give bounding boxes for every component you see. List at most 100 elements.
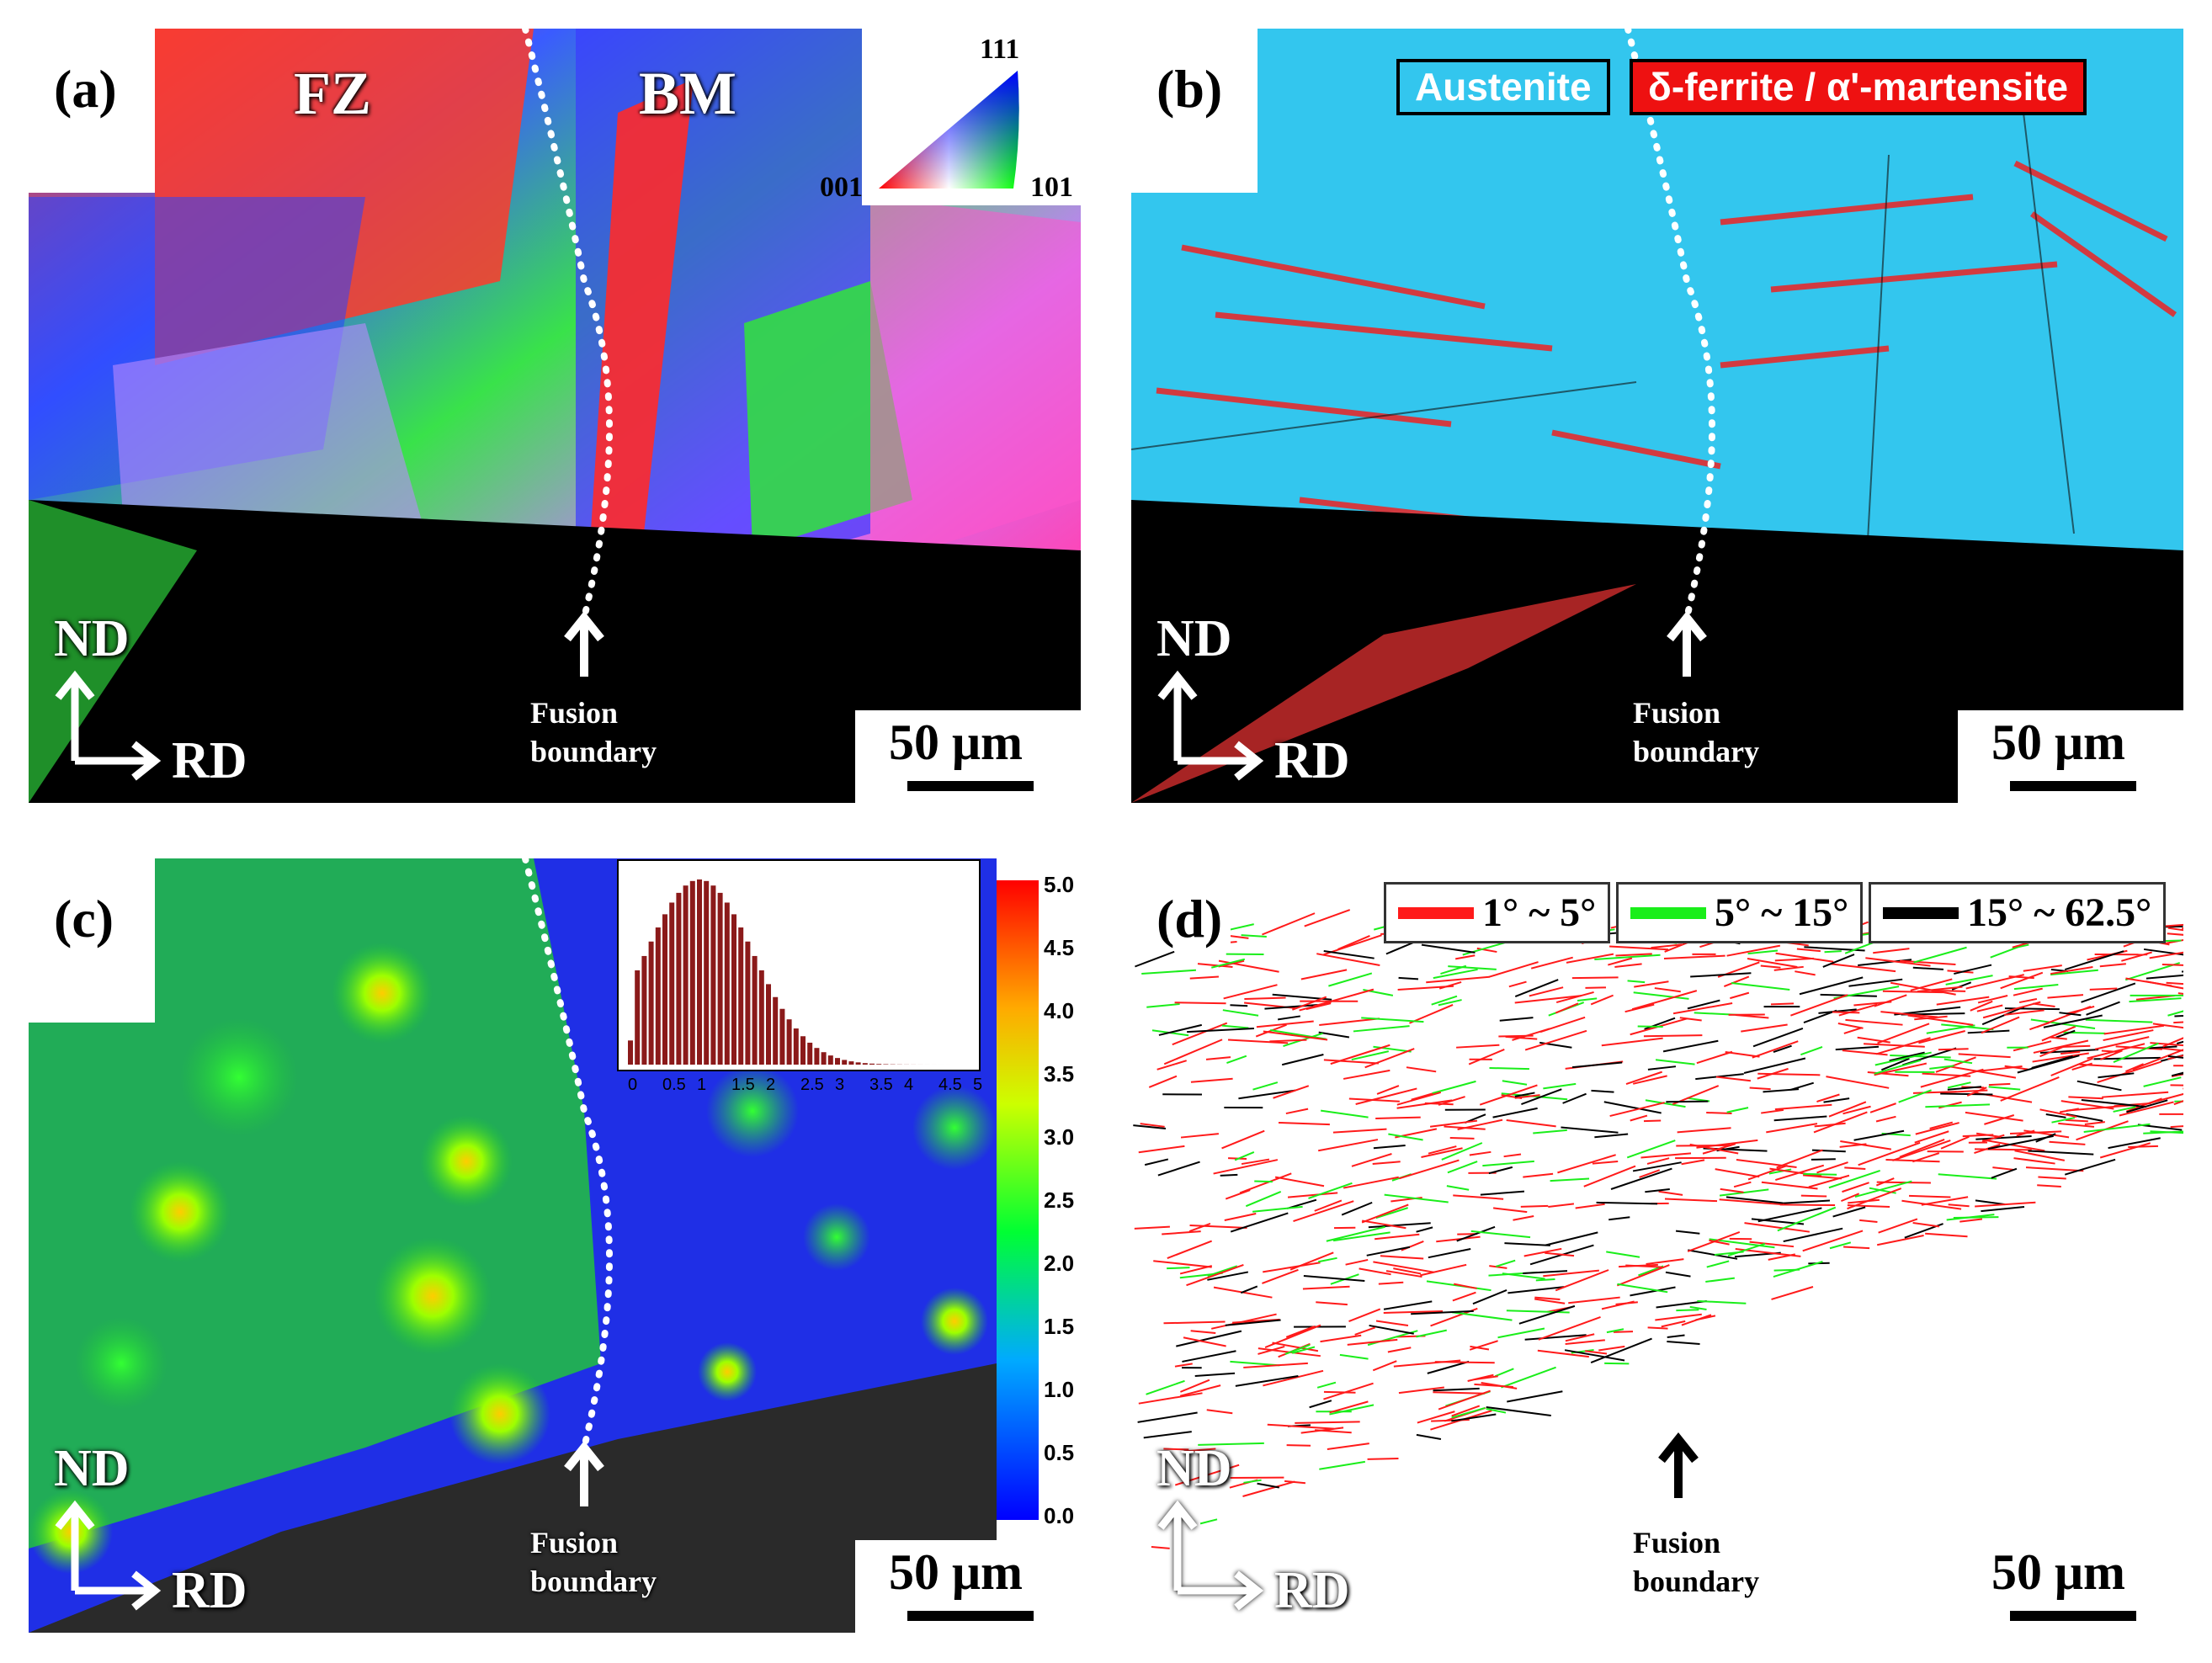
boundary-segment [1367,1457,1399,1460]
boundary-segment [1385,1270,1422,1278]
boundary-segment [1643,1034,1703,1038]
scale-bar [2010,1611,2136,1621]
boundary-segment [1982,1001,2041,1019]
boundary-segment [2097,1060,2162,1083]
boundary-segment [1988,1086,2021,1091]
boundary-segment [1486,1407,1507,1414]
boundary-segment [1730,991,1750,1000]
boundary-segment [1624,1003,1655,1013]
boundary-segment [2108,1137,2161,1150]
boundary-segment [1799,976,1864,996]
boundary-segment [1857,1036,1890,1044]
boundary-segment [1974,1144,2001,1154]
colorbar-tick-label: 1.5 [1044,1314,1075,1339]
boundary-segment [1278,1121,1330,1126]
boundary-segment [1844,1166,1866,1170]
histogram-bar [683,885,689,1065]
boundary-segment [1138,1145,1185,1154]
boundary-segment [1816,1093,1840,1102]
boundary-segment [1864,1043,1925,1048]
boundary-segment [1158,1023,1203,1036]
boundary-segment [1731,981,1790,991]
boundary-segment [1372,1360,1397,1372]
boundary-segment [1241,934,1267,938]
boundary-segment [1832,1206,1866,1218]
boundary-segment [1880,1011,1938,1018]
histogram-bar [635,970,641,1065]
boundary-segment [1174,1464,1240,1486]
boundary-segment [2013,1157,2055,1165]
boundary-segment [1316,1381,1337,1389]
histogram-bar [883,1064,889,1065]
boundary-segment [2173,1100,2183,1106]
boundary-segment [1383,1300,1433,1310]
boundary-segment [1440,964,1467,975]
boundary-segment [1940,1135,1970,1150]
histogram-bar [876,1064,882,1065]
boundary-segment [1841,1193,1860,1203]
boundary-segment [1909,1194,1951,1198]
boundary-segment [1431,995,1458,1006]
boundary-segment [2045,1113,2066,1118]
ipf-map-image [29,29,1081,803]
boundary-segment [1802,1230,1864,1252]
histogram-bar [752,955,758,1065]
boundary-segment [2085,1018,2153,1023]
phase-map-image [1131,29,2183,803]
boundary-segment [1361,1203,1409,1224]
boundary-segment [1947,1081,1971,1089]
histogram-bar [862,1063,868,1065]
boundary-segment [1757,1207,1822,1223]
boundary-segment [1651,943,1683,949]
boundary-segment [1163,1320,1226,1325]
boundary-segment [1800,1194,1827,1198]
boundary-segment [1252,1081,1279,1091]
boundary-segment [1976,1065,2023,1073]
colorbar-tick-label: 4.5 [1044,935,1075,960]
boundary-segment [1920,1068,1984,1088]
boundary-segment [1328,972,1373,987]
boundary-segment [1313,988,1375,1007]
boundary-segment [2059,1012,2082,1017]
boundary-segment [1875,1037,1931,1055]
boundary-segment [1387,1347,1412,1353]
boundary-segment [1323,934,1382,956]
boundary-segment [1774,1103,1832,1111]
boundary-segment [1663,954,1725,960]
boundary-segment [1409,1004,1454,1024]
boundary-segment [1428,1248,1471,1259]
boundary-segment [1163,1039,1223,1065]
boundary-segment [1472,1289,1507,1305]
boundary-segment [1555,1002,1579,1014]
histogram-bar [731,914,736,1065]
histogram-bar [662,914,667,1065]
boundary-segment [1847,1187,1902,1210]
boundary-segment [1626,1140,1676,1159]
boundary-segment [1293,1200,1354,1223]
boundary-segment [2129,997,2182,1003]
boundary-segment [1901,1199,1962,1210]
boundary-segment [1206,1409,1233,1415]
boundary-segment [1709,1239,1730,1246]
boundary-segment [1543,1269,1599,1278]
boundary-segment [1393,1267,1422,1275]
boundary-segment [1189,1224,1247,1229]
boundary-segment [1583,1165,1636,1187]
boundary-segment [2124,1063,2145,1073]
boundary-segment [1848,1198,1880,1204]
boundary-segment [2143,1130,2183,1134]
boundary-segment [1829,1241,1852,1250]
boundary-segment [1486,1405,1551,1416]
boundary-segment [1257,1482,1279,1489]
fusion-label: Fusion boundary [1633,1523,1759,1601]
boundary-segment [1548,1203,1575,1209]
boundary-segment [1921,1196,1969,1206]
boundary-segment [1689,1305,1707,1310]
boundary-segment [2051,1117,2076,1124]
boundary-segment [1630,1286,1676,1297]
boundary-segment [1632,1161,1682,1172]
boundary-segment [1432,1080,1476,1094]
boundary-segment [1929,1121,1954,1129]
boundary-segment [2162,1037,2183,1048]
boundary-segment [1153,1260,1212,1268]
